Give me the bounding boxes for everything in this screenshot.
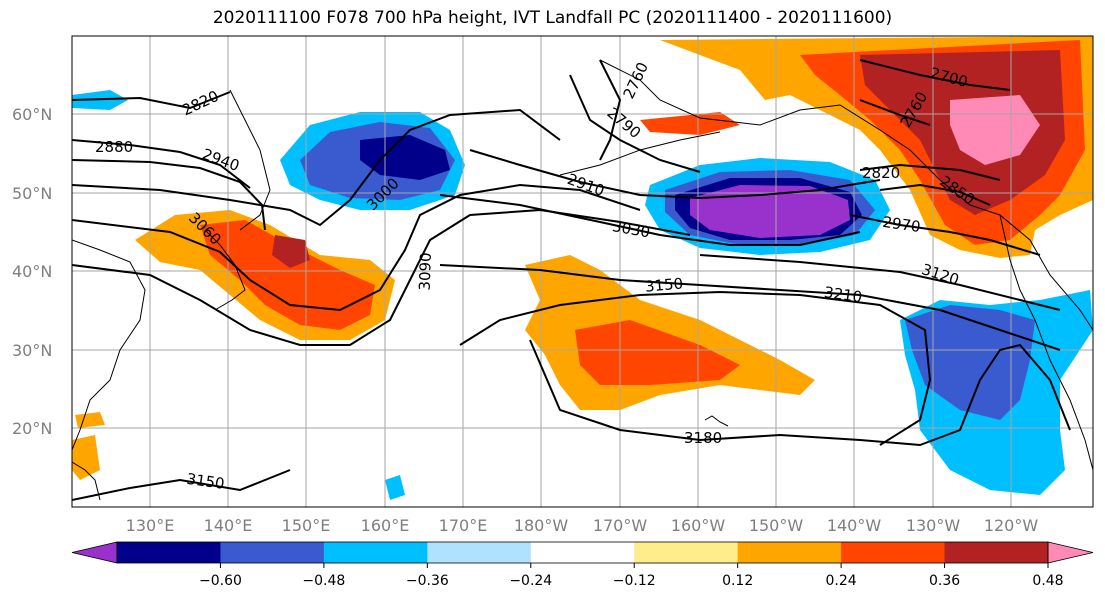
colorbar-tick-label: −0.36 bbox=[406, 573, 449, 589]
coast-japan bbox=[204, 229, 246, 311]
lon-label: 170°W bbox=[593, 516, 648, 535]
longitude-labels: 130°E 140°E 150°E 160°E 170°E 180°W 170°… bbox=[126, 516, 1039, 535]
contour-2820-west bbox=[72, 91, 231, 110]
colorbar-tick-label: −0.24 bbox=[509, 573, 552, 589]
contour-2790 bbox=[569, 74, 701, 173]
colorbar-tick-label: −0.12 bbox=[613, 573, 656, 589]
contour-label: 2970 bbox=[881, 213, 921, 236]
lon-label: 130°E bbox=[126, 516, 175, 535]
shading-nw-pacific-negative-dark bbox=[360, 135, 450, 180]
shading-east-pacific-negative-inner bbox=[905, 305, 1035, 420]
contour-label: 3150 bbox=[185, 470, 225, 493]
colorbar-segments bbox=[71, 541, 1094, 564]
contour-3060 bbox=[72, 183, 641, 312]
lon-label: 170°E bbox=[439, 516, 488, 535]
colorbar: −0.60 −0.48 −0.36 −0.24 −0.12 0.12 0.24 0.36 0.4… bbox=[71, 541, 1094, 589]
height-contours bbox=[72, 59, 1071, 501]
colorbar-tick-label: 0.24 bbox=[826, 573, 857, 589]
contour-2850 bbox=[879, 183, 991, 206]
lon-label: 140°E bbox=[204, 516, 253, 535]
colorbar-segment bbox=[530, 542, 635, 563]
contour-3120 bbox=[699, 254, 1061, 311]
lon-label: 180°W bbox=[514, 516, 569, 535]
colorbar-segment bbox=[737, 542, 842, 563]
contour-3150-south bbox=[72, 469, 291, 501]
colorbar-tick-label: 0.48 bbox=[1032, 573, 1063, 589]
colorbar-extend-high bbox=[1047, 541, 1094, 564]
contour-2910 bbox=[469, 149, 881, 200]
shading-small-positive-west bbox=[72, 435, 100, 480]
colorbar-frame bbox=[116, 541, 1049, 564]
lat-label-20n: 20°N bbox=[12, 419, 52, 438]
coast-north-america bbox=[999, 214, 1093, 471]
colorbar-segment bbox=[634, 542, 739, 563]
coast-asia bbox=[72, 239, 146, 451]
shading-gulf-alaska-pink bbox=[950, 95, 1040, 165]
colorbar-segment bbox=[323, 542, 428, 563]
shading-alaska-small-positive bbox=[640, 112, 740, 135]
coast-kamchatka bbox=[229, 89, 271, 231]
contour-3210 bbox=[459, 290, 932, 446]
lon-label: 140°W bbox=[827, 516, 882, 535]
map-title: 2020111100 F078 700 hPa height, IVT Land… bbox=[212, 8, 893, 28]
lon-label: 160°E bbox=[361, 516, 410, 535]
coast-hawaii bbox=[704, 415, 729, 427]
contour-2940 bbox=[72, 159, 266, 231]
colorbar-segment bbox=[944, 542, 1049, 563]
latitude-labels: 60°N 50°N 40°N 30°N 20°N bbox=[12, 105, 52, 438]
contour-label: 3180 bbox=[684, 429, 722, 447]
graticule bbox=[72, 36, 1093, 507]
lon-label: 150°W bbox=[749, 516, 804, 535]
contour-3000 bbox=[72, 108, 561, 227]
map-area: 2820 2880 2940 3000 3060 3090 2760 2790 … bbox=[72, 36, 1093, 507]
contour-label: 3210 bbox=[823, 283, 863, 306]
colorbar-segment bbox=[117, 542, 221, 563]
coast-philippines bbox=[72, 461, 101, 501]
colorbar-tick-label: 0.36 bbox=[929, 573, 960, 589]
contour-label: 2880 bbox=[95, 138, 133, 156]
contour-label: 3150 bbox=[644, 274, 684, 295]
contour-2760 bbox=[599, 59, 622, 161]
map-frame bbox=[71, 35, 1094, 508]
lat-label-60n: 60°N bbox=[12, 105, 52, 124]
lon-label: 130°W bbox=[906, 516, 961, 535]
lat-label-50n: 50°N bbox=[12, 184, 52, 203]
lon-label: 120°W bbox=[984, 516, 1039, 535]
shading-japan-positive-inner bbox=[200, 220, 375, 330]
contour-3030 bbox=[439, 194, 861, 246]
colorbar-segment bbox=[427, 542, 532, 563]
colorbar-segment bbox=[220, 542, 325, 563]
shading-japan-positive-core bbox=[272, 235, 310, 268]
contour-3180 bbox=[529, 339, 1071, 447]
lon-label: 160°W bbox=[671, 516, 726, 535]
shading-subtropical-positive-inner bbox=[575, 320, 740, 385]
lat-label-40n: 40°N bbox=[12, 262, 52, 281]
colorbar-tick-label: −0.60 bbox=[199, 573, 242, 589]
shading-central-pacific-negative-core bbox=[690, 185, 850, 238]
contour-2970 bbox=[849, 214, 1041, 256]
shading-small-negative-south bbox=[385, 475, 405, 500]
contour-label: 2820 bbox=[862, 164, 900, 182]
colorbar-tick-label: −0.48 bbox=[302, 573, 345, 589]
lat-label-30n: 30°N bbox=[12, 341, 52, 360]
lon-label: 150°E bbox=[282, 516, 331, 535]
contour-label: 3090 bbox=[416, 252, 435, 291]
contour-2700 bbox=[859, 59, 1011, 91]
contour-2820-east bbox=[859, 163, 1001, 181]
coast-alaska bbox=[599, 59, 1093, 331]
colorbar-tick-label: 0.12 bbox=[722, 573, 753, 589]
colorbar-ticks: −0.60 −0.48 −0.36 −0.24 −0.12 0.12 0.24 0.36 0.4… bbox=[199, 563, 1064, 589]
contour-3150-mid bbox=[439, 264, 1061, 351]
contour-2880 bbox=[72, 139, 251, 189]
colorbar-segment bbox=[841, 542, 946, 563]
colorbar-extend-low bbox=[71, 541, 118, 564]
contour-2760-east bbox=[859, 99, 931, 126]
